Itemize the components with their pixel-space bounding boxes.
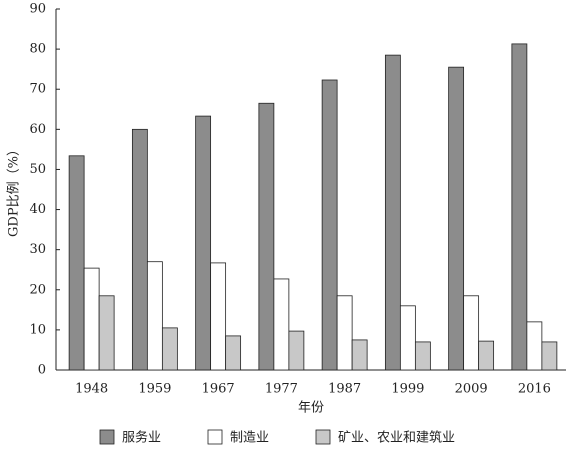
bar [541,341,558,371]
y-tick-label: 40 [29,202,46,217]
bar [414,341,431,371]
legend-label: 制造业 [230,431,269,446]
x-tick-label: 1977 [265,382,298,397]
y-tick-label: 60 [29,122,46,137]
legend-swatch [207,429,223,445]
x-tick-label: 1948 [75,382,108,397]
y-tick-label: 50 [29,162,46,177]
y-tick-label: 80 [29,42,46,57]
bar [511,43,528,371]
bar [210,262,227,371]
x-tick-label: 1967 [202,382,235,397]
bar [399,305,416,371]
bar [384,54,401,371]
bar [195,115,212,371]
legend-label: 矿业、农业和建筑业 [338,430,455,446]
bar [146,261,163,371]
y-tick-label: 90 [29,2,46,17]
y-tick-label: 20 [29,282,46,297]
bar [288,330,305,371]
bar [448,66,465,371]
bar [161,327,178,371]
y-tick-label: 30 [29,242,46,257]
legend-label: 服务业 [122,430,161,446]
x-tick-label: 1987 [328,382,361,397]
bar [68,155,85,371]
x-tick-label: 1999 [391,382,424,397]
bar [463,295,480,371]
bar [526,321,543,371]
bar [336,295,353,371]
x-axis-label: 年份 [298,401,324,416]
y-tick-label: 10 [29,322,46,337]
bar [131,128,148,371]
bar [83,267,100,371]
bar [273,278,290,371]
bar [321,79,338,371]
bar [351,339,368,371]
x-tick-label: 1959 [138,382,171,397]
x-tick-label: 2009 [455,382,488,397]
x-tick-label: 2016 [518,382,551,397]
bar [478,340,495,371]
bar [258,102,275,371]
bar [225,335,242,371]
legend-swatch [99,429,115,445]
y-axis-label: GDP比例（%） [7,143,22,237]
legend-swatch [315,429,331,445]
bar [98,295,115,371]
y-tick-label: 70 [29,82,46,97]
y-tick-label: 0 [38,363,46,378]
